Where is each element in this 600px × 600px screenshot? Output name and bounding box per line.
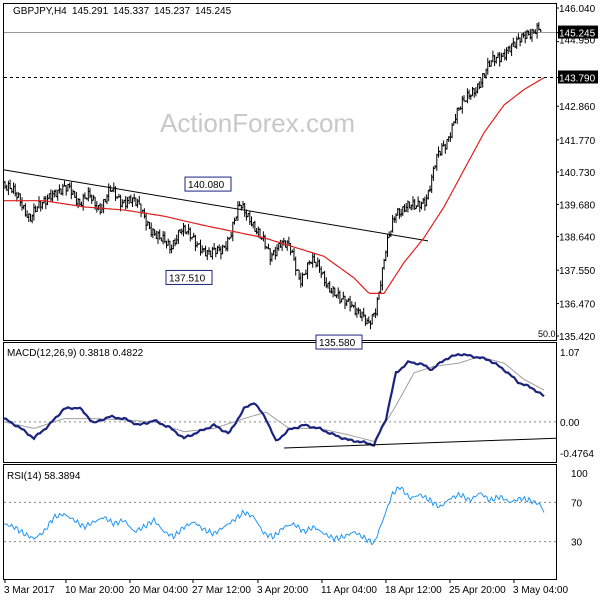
axis-layer: 146.040145.245144.950143.790142.860141.7… [4, 4, 598, 596]
macd-signal-line [3, 356, 545, 443]
price-tick: 141.770 [556, 136, 596, 147]
macd-tick: 1.07 [560, 348, 580, 359]
rsi-tick: 70 [571, 498, 583, 509]
trendline [3, 169, 429, 242]
time-tick: 10 Mar 20:00 [65, 579, 124, 596]
time-tick: 25 Apr 20:00 [449, 579, 506, 596]
rsi-tick-label: 100 [571, 469, 588, 480]
price-annotation-label: 135.580 [319, 338, 356, 349]
price-tick: 144.950 [556, 36, 596, 47]
ma-label: 50.0 [538, 329, 556, 339]
time-tick-label: 10 Mar 20:00 [65, 585, 124, 596]
price-annotation: 137.510 [165, 269, 213, 285]
price-bar [539, 28, 542, 32]
time-tick: 3 Apr 20:00 [257, 579, 309, 596]
time-tick: 3 May 04:00 [513, 579, 568, 596]
symbol-label: GBPJPY,H4 [13, 6, 67, 17]
time-tick-label: 20 Mar 04:00 [129, 585, 188, 596]
macd-label: MACD(12,26,9) 0.3818 0.4822 [7, 348, 144, 359]
macd-tick-label: 0.00 [560, 418, 580, 429]
price-tick-label: 142.860 [559, 102, 596, 113]
price-tick-label: 135.420 [559, 332, 596, 343]
time-tick: 20 Mar 04:00 [129, 579, 188, 596]
time-tick: 3 Mar 2017 [4, 579, 55, 596]
price-layer: 140.080 137.510 135.580 [3, 22, 556, 350]
ohlc-low: 145.237 [154, 6, 191, 17]
ohlc-close: 145.245 [195, 6, 232, 17]
price-tick: 136.470 [556, 300, 596, 311]
rsi-tick-label: 70 [571, 498, 583, 509]
watermark: ActionForex.com [160, 108, 355, 138]
price-annotation-label: 137.510 [169, 273, 206, 284]
price-tick-label: 146.040 [559, 4, 596, 15]
price-tick-label: 138.640 [559, 233, 596, 244]
price-panel [3, 3, 557, 341]
time-tick-label: 3 Apr 20:00 [257, 585, 309, 596]
price-tick-label: 144.950 [559, 36, 596, 47]
rsi-line [3, 486, 545, 546]
time-tick: 11 Apr 04:00 [321, 579, 377, 596]
macd-tick: -0.4764 [560, 449, 594, 460]
price-tick: 140.730 [556, 168, 596, 179]
price-tick-label: 141.770 [559, 136, 596, 147]
macd-tick: 0.00 [560, 418, 580, 429]
price-tick: 137.550 [556, 266, 596, 277]
time-tick-label: 11 Apr 04:00 [321, 585, 377, 596]
price-tick: 143.790 [556, 70, 598, 84]
rsi-tick-label: 30 [571, 538, 583, 549]
price-annotation: 135.580 [315, 334, 363, 350]
rsi-layer [3, 486, 556, 546]
price-tick-box [558, 25, 598, 39]
time-tick: 27 Mar 12:00 [192, 579, 251, 596]
macd-trendline [283, 437, 557, 449]
price-annotation-box [165, 269, 213, 285]
rsi-tick: 30 [571, 538, 583, 549]
price-annotation: 140.080 [184, 176, 232, 192]
time-tick-label: 3 Mar 2017 [4, 585, 55, 596]
price-tick-label: 143.790 [559, 73, 596, 84]
rsi-panel [3, 464, 557, 580]
price-tick: 138.640 [556, 233, 596, 244]
macd-layer [3, 352, 557, 449]
price-annotation-box [184, 176, 232, 192]
macd-panel [3, 342, 557, 463]
time-tick-label: 27 Mar 12:00 [192, 585, 251, 596]
time-tick-label: 3 May 04:00 [513, 585, 568, 596]
price-tick-label: 139.680 [559, 200, 596, 211]
price-tick: 146.040 [556, 4, 596, 15]
price-tick-label: 136.470 [559, 300, 596, 311]
macd-tick-label: 1.07 [560, 348, 580, 359]
rsi-label: RSI(14) 58.3894 [7, 471, 81, 482]
rsi-tick: 100 [571, 469, 588, 480]
time-tick: 18 Apr 12:00 [385, 579, 442, 596]
price-tick: 139.680 [556, 200, 596, 211]
price-tick-label: 145.245 [559, 29, 596, 40]
time-tick-label: 25 Apr 20:00 [449, 585, 506, 596]
price-tick-box [558, 70, 598, 84]
price-tick-label: 140.730 [559, 168, 596, 179]
price-tick-label: 137.550 [559, 266, 596, 277]
macd-tick-label: -0.4764 [560, 449, 594, 460]
ohlc-open: 145.291 [72, 6, 109, 17]
price-tick: 142.860 [556, 102, 596, 113]
ohlc-high: 145.337 [113, 6, 150, 17]
time-tick-label: 18 Apr 12:00 [385, 585, 442, 596]
macd-line [3, 352, 545, 447]
price-tick: 145.245 [556, 25, 598, 40]
price-tick: 135.420 [556, 332, 596, 343]
ma-line [4, 77, 545, 294]
price-annotation-box [315, 334, 363, 350]
price-annotation-label: 140.080 [188, 180, 225, 191]
